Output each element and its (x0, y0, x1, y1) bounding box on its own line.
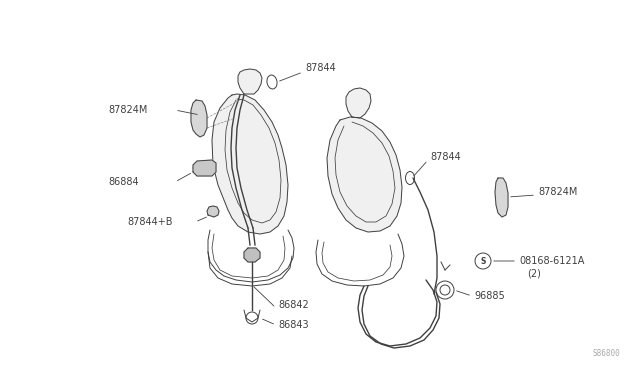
Text: 86884: 86884 (108, 177, 139, 187)
Text: 86842: 86842 (278, 300, 308, 310)
Text: S: S (480, 257, 486, 266)
Polygon shape (495, 178, 508, 217)
Polygon shape (346, 88, 371, 118)
Text: 87824M: 87824M (538, 187, 577, 197)
Text: (2): (2) (527, 269, 541, 279)
Polygon shape (191, 100, 207, 137)
Text: 96885: 96885 (474, 291, 505, 301)
Polygon shape (327, 117, 402, 232)
Polygon shape (193, 160, 216, 176)
Text: 87844+B: 87844+B (127, 217, 173, 227)
Polygon shape (238, 69, 262, 94)
Polygon shape (244, 248, 260, 262)
Text: 08168-6121A: 08168-6121A (519, 256, 584, 266)
Text: 87844: 87844 (430, 152, 461, 162)
Polygon shape (212, 94, 288, 234)
Text: 87824M: 87824M (108, 105, 147, 115)
Text: 86843: 86843 (278, 320, 308, 330)
Text: 87844: 87844 (305, 63, 336, 73)
Text: S86800: S86800 (592, 349, 620, 358)
Circle shape (475, 253, 491, 269)
Polygon shape (207, 206, 219, 217)
